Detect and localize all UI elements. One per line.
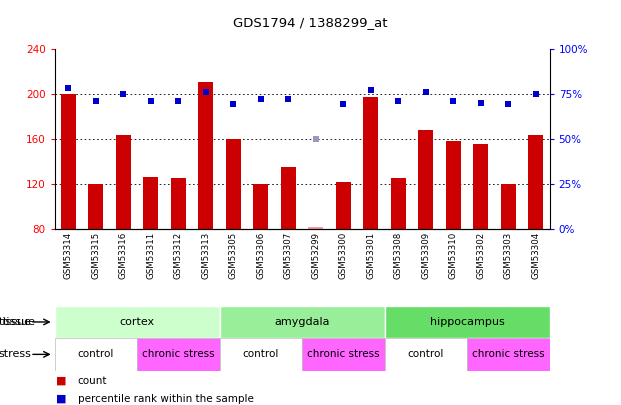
- Point: [91, 98, 101, 104]
- Point: [448, 98, 458, 104]
- Bar: [171, 178, 186, 229]
- Bar: [61, 94, 76, 229]
- Text: control: control: [78, 350, 114, 359]
- Point: [421, 89, 431, 95]
- Bar: [281, 167, 296, 229]
- Bar: [501, 184, 516, 229]
- Text: tissue: tissue: [0, 317, 31, 327]
- Point: [476, 100, 486, 106]
- Point: [119, 90, 129, 97]
- Bar: [336, 181, 351, 229]
- Point: [366, 87, 376, 93]
- Bar: [363, 97, 378, 229]
- Text: chronic stress: chronic stress: [142, 350, 215, 359]
- Point: [504, 101, 514, 108]
- Text: ■: ■: [56, 394, 66, 404]
- Point: [173, 98, 183, 104]
- Bar: [143, 177, 158, 229]
- Point: [393, 98, 403, 104]
- Point: [63, 85, 73, 92]
- Text: ■: ■: [56, 376, 66, 386]
- Point: [531, 90, 541, 97]
- Text: chronic stress: chronic stress: [472, 350, 545, 359]
- Text: control: control: [243, 350, 279, 359]
- Point: [283, 96, 293, 102]
- Text: control: control: [407, 350, 444, 359]
- Point: [229, 101, 238, 108]
- Bar: [302, 338, 384, 371]
- Text: amygdala: amygdala: [274, 317, 330, 327]
- Point: [338, 101, 348, 108]
- Bar: [308, 226, 324, 229]
- Point: [146, 98, 156, 104]
- Text: hippocampus: hippocampus: [430, 317, 504, 327]
- Point: [201, 89, 211, 95]
- Bar: [473, 144, 488, 229]
- Bar: [384, 306, 550, 338]
- Bar: [419, 130, 433, 229]
- Text: chronic stress: chronic stress: [307, 350, 379, 359]
- Bar: [391, 178, 406, 229]
- Text: cortex: cortex: [120, 317, 155, 327]
- Point: [311, 135, 321, 142]
- Bar: [137, 338, 220, 371]
- Bar: [528, 135, 543, 229]
- Bar: [220, 338, 302, 371]
- Bar: [384, 338, 467, 371]
- Text: count: count: [78, 376, 107, 386]
- Text: stress: stress: [0, 350, 31, 359]
- Bar: [88, 184, 104, 229]
- Bar: [55, 306, 220, 338]
- Bar: [55, 338, 137, 371]
- Bar: [446, 141, 461, 229]
- Text: percentile rank within the sample: percentile rank within the sample: [78, 394, 253, 404]
- Text: GDS1794 / 1388299_at: GDS1794 / 1388299_at: [233, 16, 388, 29]
- Bar: [220, 306, 384, 338]
- Text: tissue: tissue: [3, 317, 36, 327]
- Bar: [198, 82, 214, 229]
- Bar: [253, 184, 268, 229]
- Point: [256, 96, 266, 102]
- Bar: [467, 338, 550, 371]
- Bar: [226, 139, 241, 229]
- Bar: [116, 135, 131, 229]
